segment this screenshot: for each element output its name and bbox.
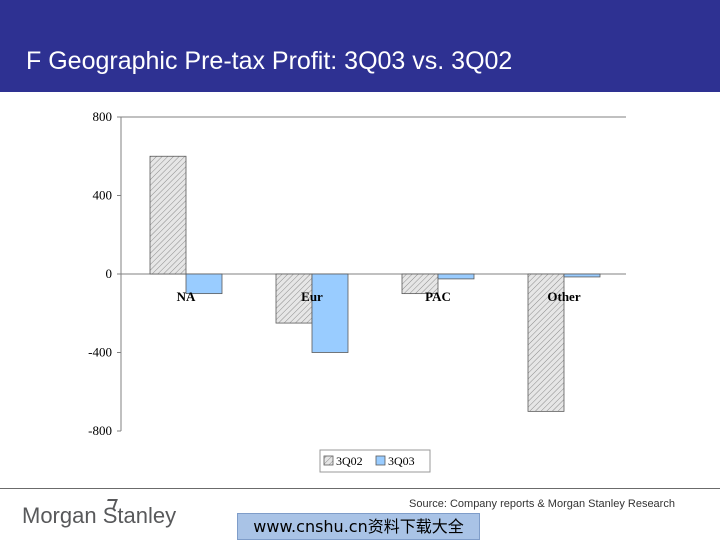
legend-label-3q03: 3Q03 [388, 454, 415, 468]
bar-other-3q02 [527, 273, 565, 412]
bar-eur-3q02 [275, 273, 313, 324]
source-note: Source: Company reports & Morgan Stanley… [409, 498, 675, 510]
legend-box [319, 449, 431, 473]
bar-na-3q02 [149, 155, 187, 275]
footer-divider [0, 488, 720, 489]
title-bar: F Geographic Pre-tax Profit: 3Q03 vs. 3Q… [0, 0, 720, 92]
y-tick-label: -400 [88, 345, 112, 360]
morgan-stanley-logo: Morgan Stanley [22, 499, 177, 529]
category-label: Eur [301, 289, 323, 304]
watermark-link[interactable]: www.cnshu.cn资料下载大全 [237, 513, 480, 540]
bar-eur-3q03 [311, 273, 349, 353]
y-tick-label: 800 [93, 109, 113, 124]
legend-swatch-3q03 [375, 455, 386, 466]
bar-other-3q03 [563, 273, 601, 278]
bar-pac-3q03 [437, 273, 475, 280]
category-label: Other [547, 289, 580, 304]
bar-chart: 800 400 0 -400 -800 NA Eur PAC Other 3Q02 3Q03 [88, 109, 626, 473]
slide-title: F Geographic Pre-tax Profit: 3Q03 vs. 3Q… [26, 47, 513, 75]
category-label: NA [177, 289, 196, 304]
legend-label-3q02: 3Q02 [336, 454, 363, 468]
y-tick-label: 0 [106, 266, 113, 281]
y-tick-label: 400 [93, 188, 113, 203]
bar-na-3q03 [185, 273, 223, 295]
y-tick-label: -800 [88, 423, 112, 438]
logo-text: Morgan Stanley [22, 503, 177, 528]
bar-pac-3q02 [401, 273, 439, 295]
category-label: PAC [425, 289, 451, 304]
legend-swatch-3q02 [323, 455, 334, 466]
